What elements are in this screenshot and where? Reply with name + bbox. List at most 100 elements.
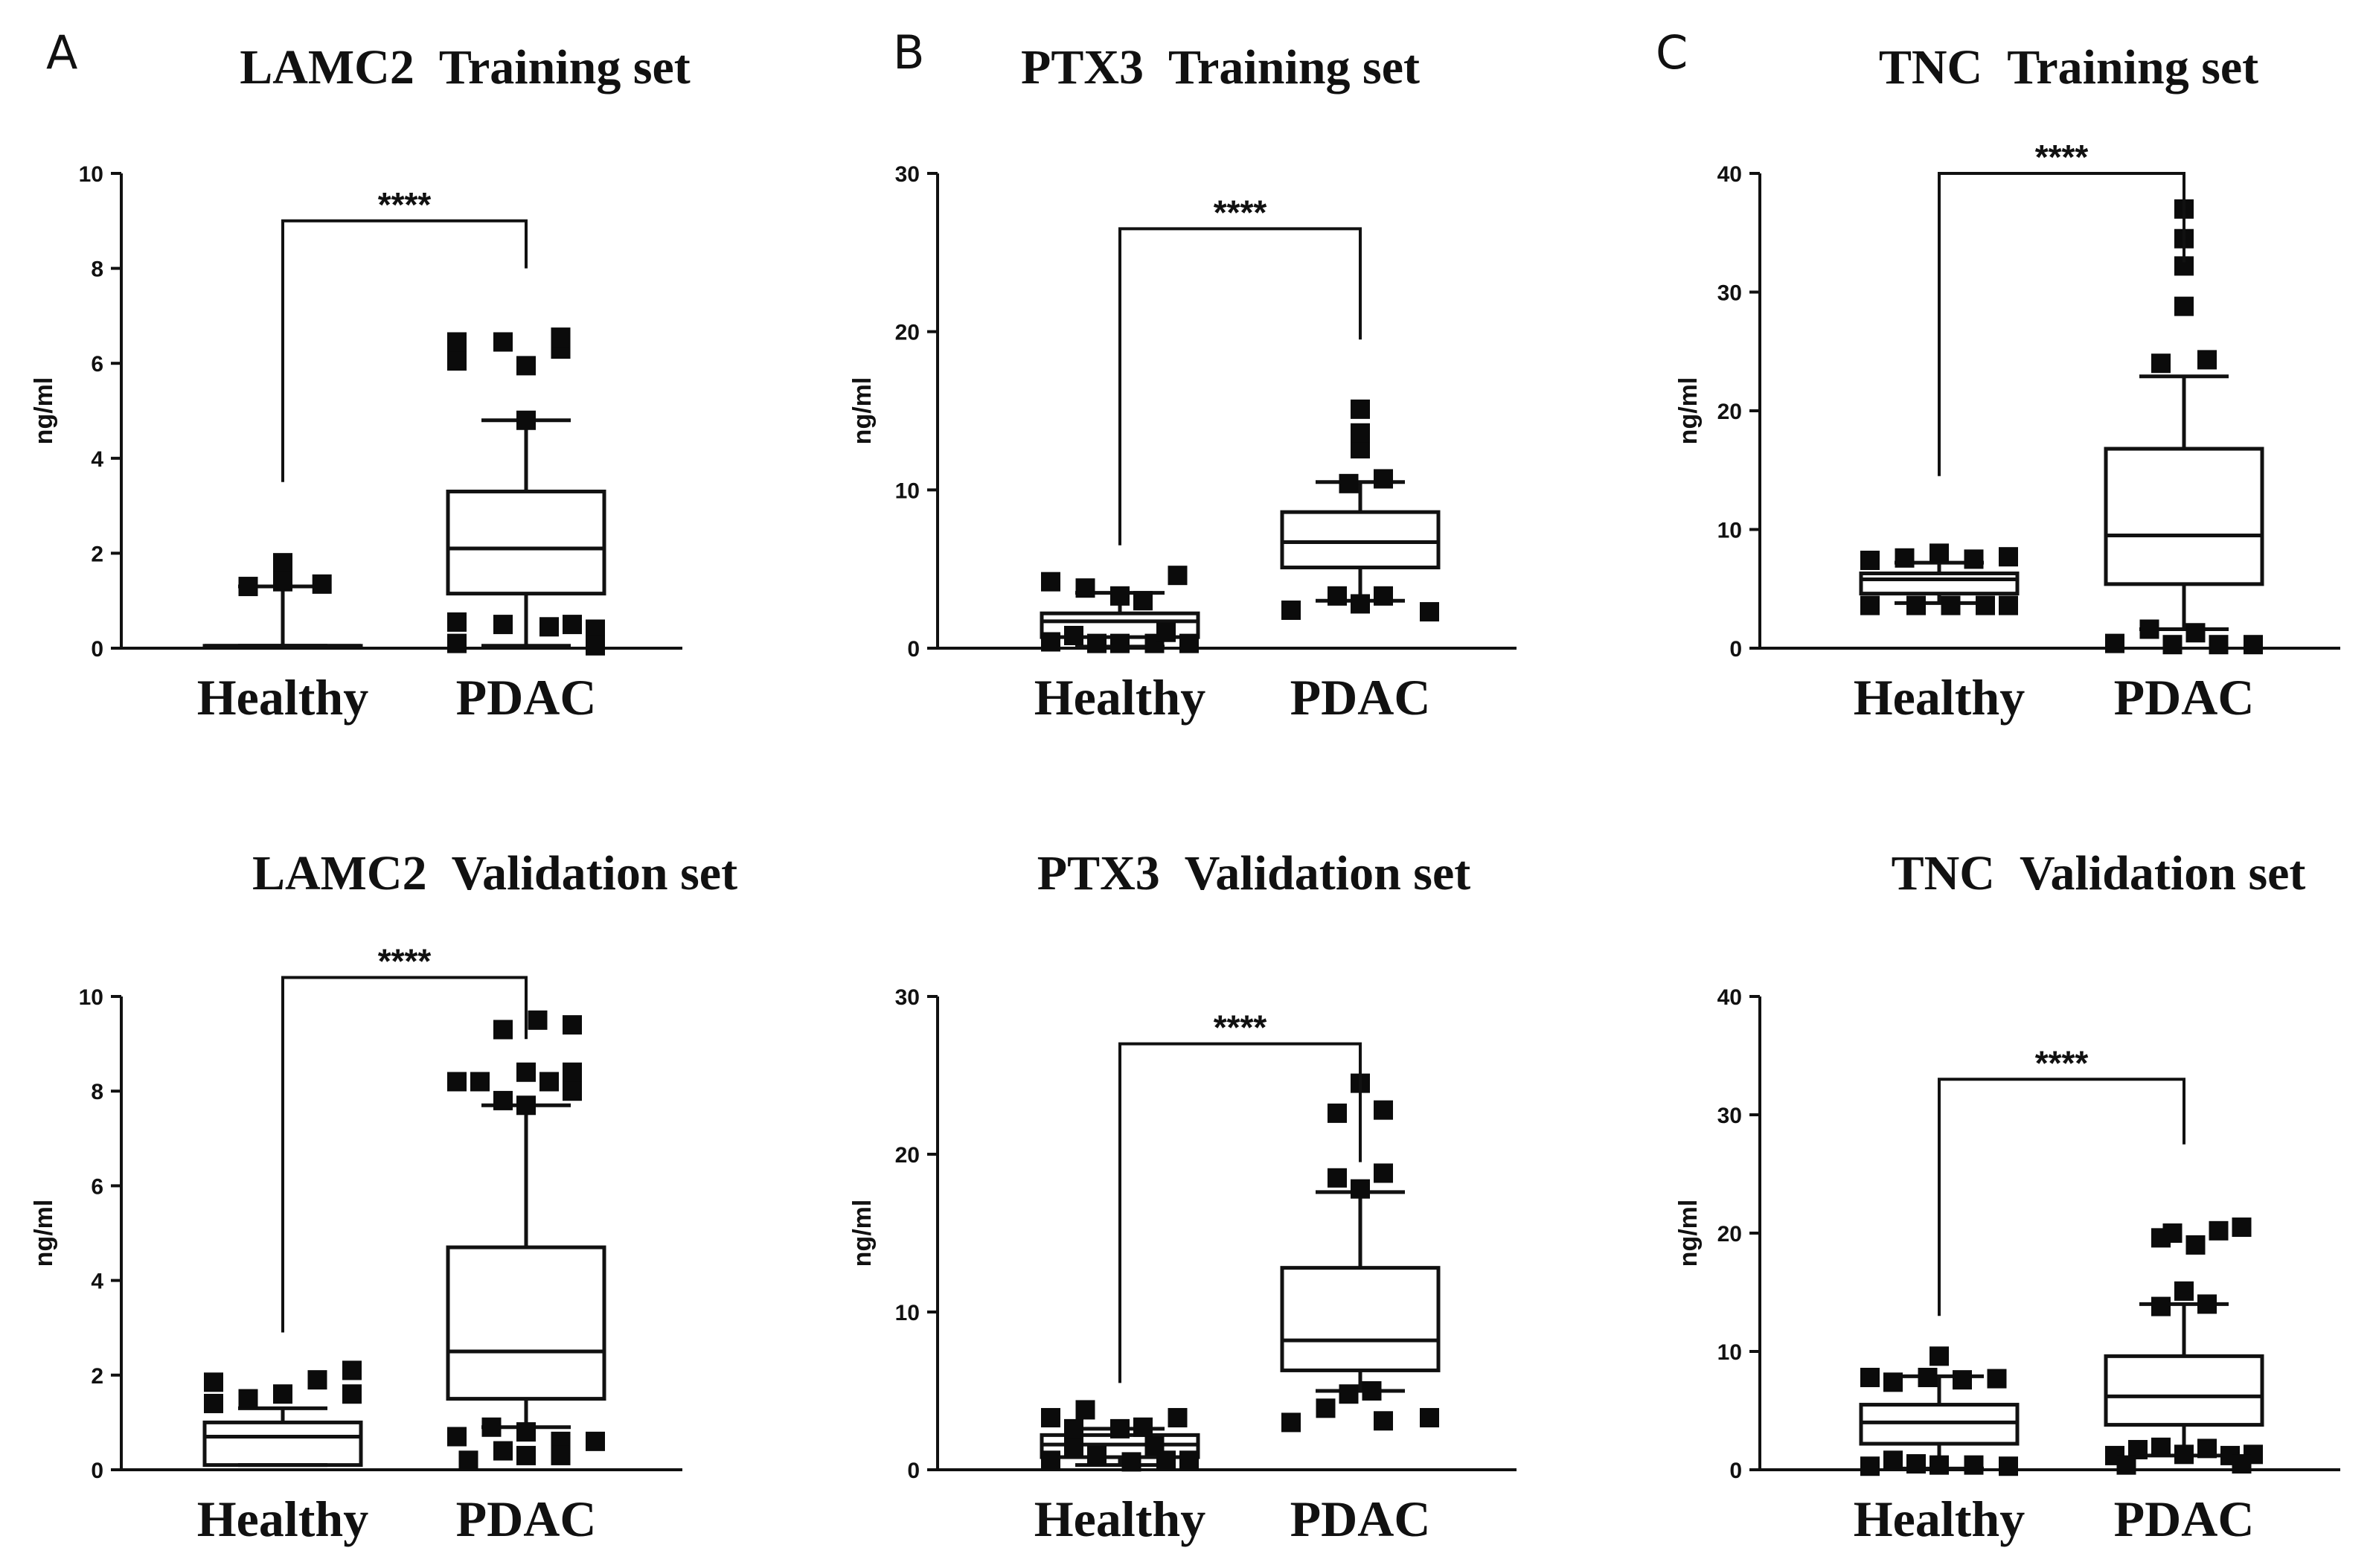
lamc2-valid-pdac-data-point (563, 1062, 582, 1082)
lamc2-valid-pdac-data-point (563, 1081, 582, 1101)
ptx3-train-healthy-data-point (1041, 632, 1060, 652)
lamc2-train-category-pdac: PDAC (456, 669, 597, 726)
lamc2-valid-title: LAMC2 Validation set (252, 846, 737, 900)
lamc2-valid-pdac-data-point (586, 1431, 605, 1451)
ptx3-valid-pdac-data-point (1281, 1412, 1301, 1433)
lamc2-valid-pdac-data-point (447, 1427, 467, 1447)
ptx3-valid-category-pdac: PDAC (1290, 1491, 1431, 1547)
tnc-train-pdac-data-point (2197, 350, 2217, 370)
tnc-valid-healthy-data-point (1999, 1456, 2018, 1476)
tnc-valid-healthy-data-point (1883, 1450, 1903, 1471)
lamc2-valid-healthy-box (202, 1420, 363, 1468)
tnc-valid-pdac-data-point (2209, 1220, 2229, 1241)
tnc-valid-ytick-label: 40 (1717, 985, 1742, 1010)
lamc2-train-pdac-data-point (447, 351, 467, 371)
lamc2-train-pdac-data-point (516, 356, 536, 376)
tnc-valid-pdac-data-point (2116, 1455, 2136, 1475)
tnc-valid-healthy-data-point (1987, 1369, 2007, 1389)
ptx3-train-healthy-data-point (1087, 633, 1107, 653)
ptx3-valid-healthy-data-point (1041, 1450, 1060, 1471)
tnc-train-healthy-data-point (1999, 547, 2018, 567)
lamc2-valid-pdac-data-point (493, 1441, 513, 1461)
ptx3-valid-healthy-data-point (1133, 1417, 1153, 1437)
ptx3-train-healthy-data-point (1110, 633, 1130, 653)
tnc-valid-pdac-data-point (2232, 1217, 2252, 1238)
tnc-valid-pdac-data-point (2232, 1454, 2252, 1474)
lamc2-train-pdac-data-point (447, 612, 467, 632)
tnc-valid-pdac-data-point (2174, 1281, 2194, 1301)
ptx3-train-pdac-data-point (1351, 399, 1370, 419)
ptx3-train-pdac-data-point (1374, 469, 1393, 489)
ptx3-valid-ytick-label: 0 (907, 1459, 920, 1483)
tnc-train-pdac-data-point (2244, 635, 2263, 655)
lamc2-train-ytick-label: 2 (91, 542, 103, 566)
lamc2-train-healthy-data-point (273, 572, 292, 592)
lamc2-valid-pdac-data-point (493, 1020, 513, 1040)
ptx3-valid-ytick-label: 20 (895, 1143, 920, 1168)
ptx3-train-pdac-data-point (1351, 594, 1370, 614)
lamc2-valid-pdac-data-point (551, 1445, 571, 1465)
lamc2-valid-pdac-data-point (493, 1090, 513, 1110)
ptx3-train-significance-label: **** (1214, 193, 1267, 231)
ptx3-train-category-healthy: Healthy (1034, 669, 1205, 726)
lamc2-valid-significance-bracket (281, 976, 528, 1333)
lamc2-valid-healthy-data-point (204, 1393, 223, 1413)
lamc2-valid-category-healthy: Healthy (197, 1491, 368, 1547)
ptx3-valid-healthy-data-point (1075, 1400, 1095, 1420)
lamc2-train-category-healthy: Healthy (197, 669, 368, 726)
lamc2-train-pdac-data-point (447, 633, 467, 653)
tnc-train-ytick-label: 40 (1717, 162, 1742, 187)
ptx3-train-pdac-data-point (1339, 473, 1359, 493)
tnc-train-category-healthy: Healthy (1854, 669, 2025, 726)
tnc-valid-significance-bracket (1938, 1078, 2185, 1316)
ptx3-valid-pdac-data-point (1328, 1103, 1347, 1123)
ptx3-train-significance-bracket (1118, 227, 1362, 545)
tnc-train-ytick-label: 30 (1717, 281, 1742, 306)
tnc-train-healthy-data-point (1895, 548, 1915, 568)
ptx3-valid-pdac-box (1280, 1266, 1441, 1372)
ptx3-valid-ytick-label: 10 (895, 1301, 920, 1325)
lamc2-train-ytick-label: 0 (91, 637, 103, 662)
ptx3-valid-healthy-data-point (1041, 1408, 1060, 1428)
lamc2-train-healthy-data-point (238, 577, 258, 597)
lamc2-valid-healthy-data-point (204, 1372, 223, 1392)
tnc-train-ytick-label: 0 (1729, 637, 1742, 662)
lamc2-train-pdac-data-point (493, 332, 513, 352)
tnc-valid-pdac-data-point (2151, 1296, 2171, 1316)
ptx3-valid-healthy-data-point (1144, 1436, 1165, 1456)
ptx3-valid-pdac-data-point (1316, 1398, 1336, 1418)
tnc-valid-category-pdac: PDAC (2114, 1491, 2255, 1547)
tnc-valid-ylabel: ng/ml (1674, 1200, 1703, 1267)
lamc2-valid-healthy-data-point (307, 1370, 327, 1390)
lamc2-valid-ytick-label: 10 (79, 985, 103, 1010)
lamc2-valid-ytick-label: 6 (91, 1174, 103, 1199)
ptx3-valid-significance-label: **** (1214, 1008, 1267, 1047)
ptx3-valid-pdac-data-point (1374, 1411, 1393, 1431)
ptx3-train-ytick-label: 10 (895, 479, 920, 503)
tnc-train-significance-label: **** (2035, 138, 2089, 176)
tnc-train-pdac-data-point (2139, 619, 2159, 639)
lamc2-train-pdac-data-point (447, 332, 467, 352)
lamc2-valid-pdac-data-point (528, 1010, 548, 1030)
panel-letter-b: B (893, 25, 925, 80)
lamc2-valid-ytick-label: 2 (91, 1364, 103, 1389)
ptx3-valid-healthy-data-point (1121, 1452, 1141, 1472)
ptx3-train-healthy-data-point (1156, 622, 1176, 642)
tnc-valid-pdac-data-point (2162, 1223, 2183, 1243)
ptx3-train-pdac-box (1280, 510, 1441, 570)
lamc2-valid-pdac-data-point (516, 1095, 536, 1116)
lamc2-train-pdac-box (446, 489, 606, 596)
tnc-valid-ytick-label: 0 (1729, 1459, 1742, 1483)
ptx3-train-healthy-data-point (1064, 625, 1083, 645)
panel-letter-c: C (1656, 25, 1688, 80)
tnc-valid-pdac-data-point (2197, 1294, 2217, 1314)
ptx3-valid-pdac-data-point (1420, 1408, 1439, 1428)
ptx3-valid-pdac-data-point (1351, 1179, 1370, 1199)
tnc-valid-healthy-data-point (1930, 1346, 1949, 1366)
tnc-valid-significance-label: **** (2035, 1043, 2089, 1082)
lamc2-train-pdac-data-point (516, 410, 536, 430)
lamc2-valid-pdac-data-point (516, 1422, 536, 1442)
ptx3-train-healthy-data-point (1168, 566, 1188, 586)
tnc-train-pdac-data-point (2162, 635, 2183, 655)
tnc-train-healthy-data-point (1906, 595, 1926, 615)
